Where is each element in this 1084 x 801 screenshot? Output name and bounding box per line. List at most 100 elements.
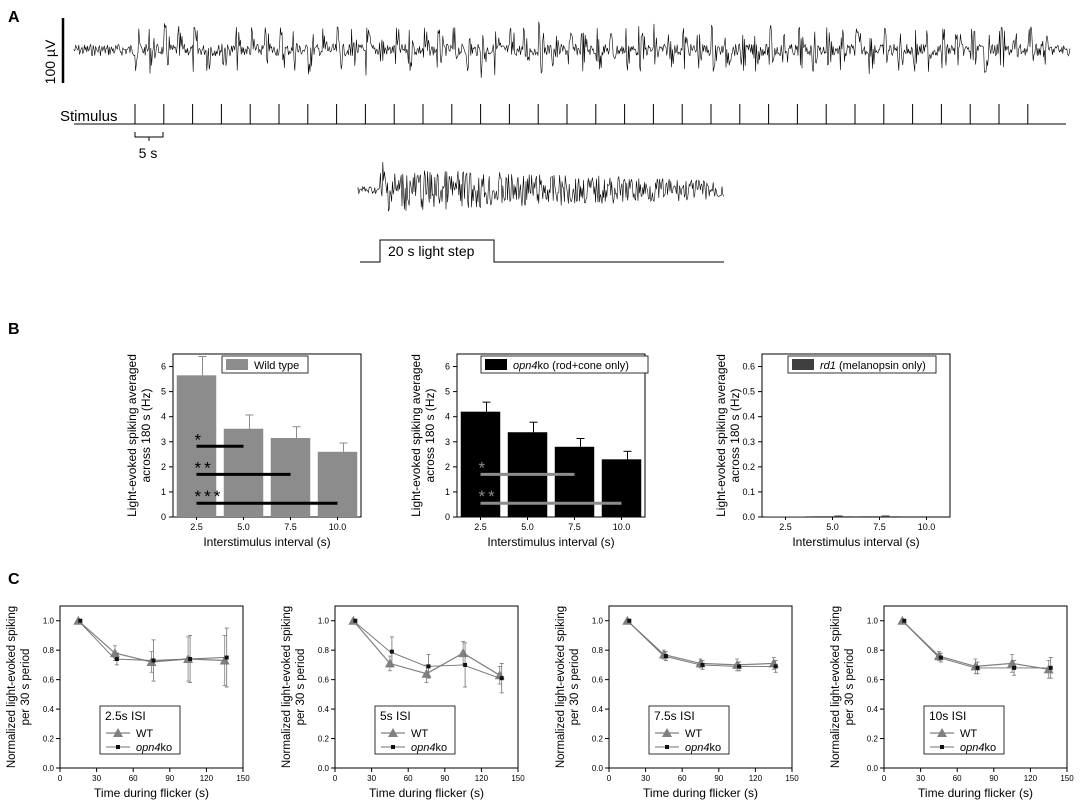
y-tick-label: 0.4 — [592, 705, 604, 714]
time-scale-bracket — [134, 132, 164, 141]
x-axis-label: Time during flicker (s) — [643, 786, 758, 800]
x-tick-label: 120 — [200, 774, 214, 783]
significance-label: *** — [195, 487, 224, 506]
x-tick-label: 30 — [916, 774, 925, 783]
line-chart-10s-isi: 0.0 0.2 0.4 0.6 0.8 1.0 0 30 60 90 120 150 Time duri… — [830, 605, 1074, 800]
data-point-square — [224, 655, 229, 660]
x-tick-label: 150 — [236, 774, 250, 783]
legend-label-rest: ko — [709, 742, 721, 754]
y-tick-label: 0.0 — [592, 764, 604, 773]
y-tick-label: 4 — [445, 412, 450, 422]
y-tick-label: 0.5 — [742, 387, 755, 397]
x-tick-label: 30 — [367, 774, 376, 783]
legend-label-italic: opn4 — [411, 742, 435, 754]
x-tick-label: 90 — [440, 774, 449, 783]
x-tick-label: 60 — [129, 774, 138, 783]
chart-title: 10s ISI — [929, 709, 966, 723]
y-axis-label: Normalized light-evoked spiking per 30 s … — [281, 606, 307, 768]
legend-marker-opn4ko — [940, 745, 944, 749]
x-tick-label: 7.5 — [284, 522, 297, 532]
legend-label-wt: WT — [960, 728, 977, 740]
panel-b-label: B — [8, 321, 20, 338]
legend-box — [374, 705, 456, 755]
bar — [554, 446, 595, 517]
data-point-square — [188, 657, 193, 662]
x-tick-label: 30 — [641, 774, 650, 783]
legend-box — [99, 705, 181, 755]
y-tick-label: 2 — [445, 462, 450, 472]
x-tick-label: 150 — [1060, 774, 1074, 783]
x-axis-label: Time during flicker (s) — [94, 786, 209, 800]
significance-label: * — [195, 430, 205, 449]
significance-label: ** — [479, 487, 498, 506]
y-tick-label: 0.2 — [592, 735, 604, 744]
legend-label-wt: WT — [136, 728, 153, 740]
y-tick-label: 0.2 — [867, 735, 879, 744]
y-axis-label: Light-evoked spiking averagedacross 180 … — [125, 354, 153, 517]
legend-label-opn4ko: opn4ko — [685, 742, 721, 754]
data-point-square — [737, 664, 742, 669]
y-axis-label-line: Light-evoked spiking averaged — [409, 354, 423, 517]
legend-box — [480, 355, 649, 374]
y-tick-label: 0.2 — [318, 735, 330, 744]
y-tick-label: 0.0 — [742, 512, 755, 522]
legend-label-rest: ko (rod+cone only) — [537, 360, 628, 372]
x-tick-label: 150 — [511, 774, 525, 783]
y-tick-label: 0.3 — [742, 437, 755, 447]
x-tick-label: 120 — [1024, 774, 1038, 783]
bar — [765, 516, 806, 517]
data-point-triangle — [219, 655, 230, 665]
x-tick-label: 90 — [714, 774, 723, 783]
y-tick-label: 0.8 — [592, 646, 604, 655]
plot-frame — [883, 605, 1068, 769]
scale-bar-label: 100 µV — [42, 39, 58, 84]
legend-label-rest: ko — [160, 742, 172, 754]
chart-title: 5s ISI — [380, 709, 411, 723]
legend-label-italic: opn4 — [513, 360, 537, 372]
y-axis-label-line: Normalized light-evoked spiking — [6, 606, 18, 768]
x-tick-label: 90 — [165, 774, 174, 783]
bar — [460, 411, 501, 517]
bar-chart-wild-type: 0 1 2 3 4 5 6 2.5 5.0 7.5 10.0 Interstimulus interv… — [125, 353, 362, 549]
significance-label: ** — [195, 458, 214, 477]
legend-marker-wt — [388, 728, 398, 737]
x-tick-label: 0 — [58, 774, 63, 783]
stimulus-label: Stimulus — [60, 108, 118, 125]
bar-chart-rd1: 0.0 0.1 0.2 0.3 0.4 0.5 0.6 2.5 5.0 7.5 10.0 Inters… — [714, 353, 951, 549]
plot-frame — [59, 605, 244, 769]
x-tick-label: 0 — [882, 774, 887, 783]
x-axis-label: Interstimulus interval (s) — [203, 535, 330, 549]
x-tick-label: 5.0 — [826, 522, 839, 532]
y-tick-label: 0.4 — [318, 705, 330, 714]
data-point-square — [627, 618, 632, 623]
data-point-triangle — [1007, 658, 1018, 668]
y-tick-label: 1 — [445, 487, 450, 497]
y-tick-label: 5 — [161, 387, 166, 397]
legend-box — [648, 705, 730, 755]
data-point-square — [78, 618, 83, 623]
legend-label-wt: WT — [411, 728, 428, 740]
panel-c-label: C — [8, 571, 20, 588]
y-tick-label: 0.8 — [867, 646, 879, 655]
y-tick-label: 1.0 — [43, 617, 55, 626]
y-tick-label: 1.0 — [318, 617, 330, 626]
x-tick-label: 60 — [953, 774, 962, 783]
legend-swatch — [485, 359, 507, 370]
y-tick-label: 0.8 — [43, 646, 55, 655]
legend-box — [923, 705, 1005, 755]
light-step-label: 20 s light step — [388, 243, 475, 259]
y-tick-label: 6 — [161, 362, 166, 372]
series-line — [626, 620, 774, 666]
panel-a: A 100 µV Stimulus 5 s 20 s light step — [8, 9, 1071, 263]
x-tick-label: 5.0 — [237, 522, 250, 532]
y-tick-label: 6 — [445, 362, 450, 372]
x-tick-label: 120 — [475, 774, 489, 783]
y-tick-label: 1.0 — [592, 617, 604, 626]
y-tick-label: 2 — [161, 462, 166, 472]
y-axis-label-line: Light-evoked spiking averaged — [125, 354, 139, 517]
stimulus-train — [74, 104, 1066, 125]
x-tick-label: 2.5 — [190, 522, 203, 532]
plot-frame — [456, 353, 646, 518]
plot-frame — [334, 605, 519, 769]
